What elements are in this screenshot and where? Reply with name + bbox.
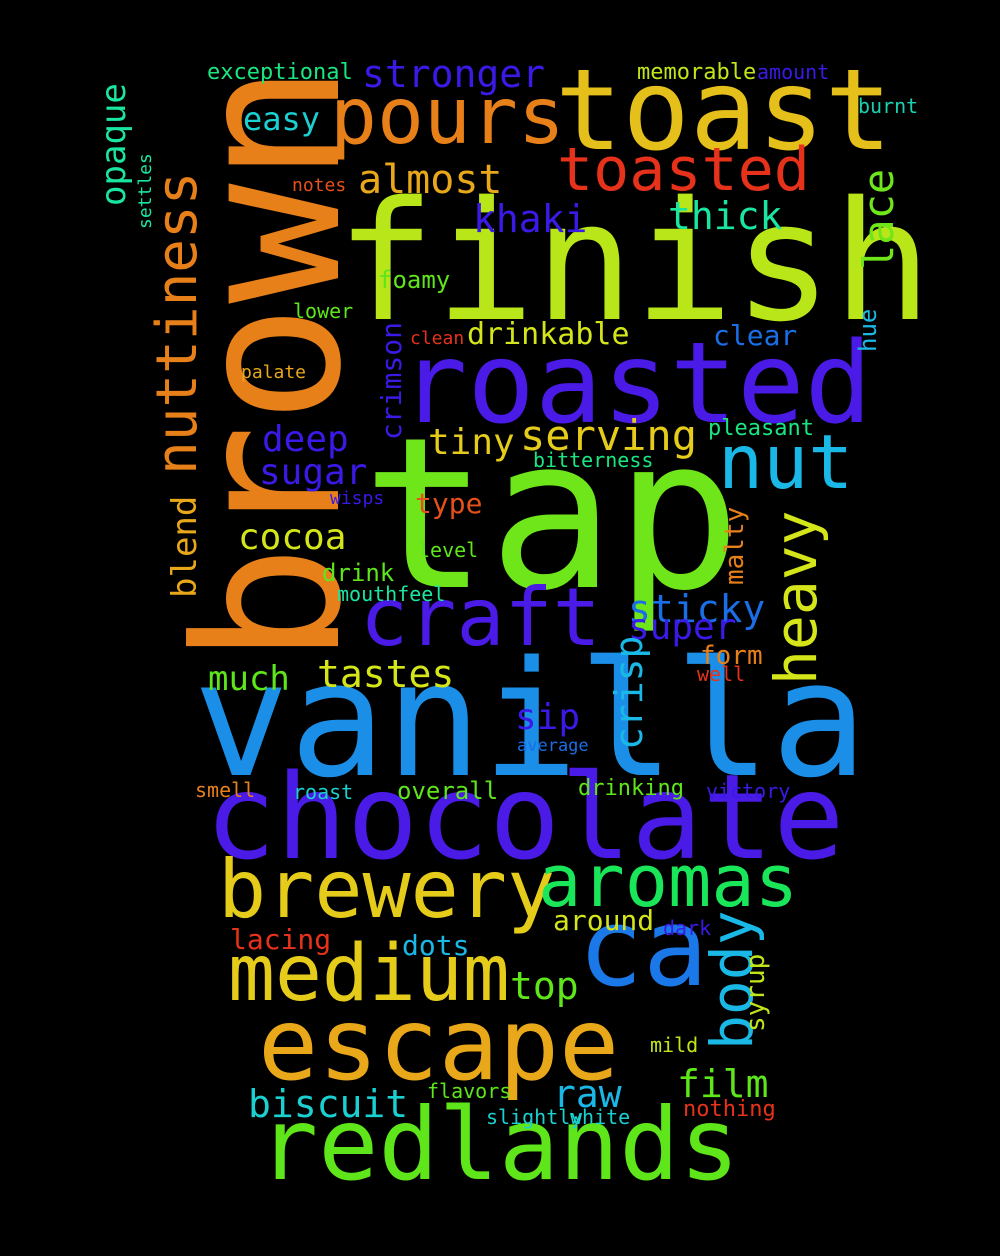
cloud-word-almost: almost [358,157,503,203]
cloud-word-raw: raw [553,1072,622,1116]
cloud-word-toast: toast [555,46,893,176]
cloud-word-deep: deep [262,419,349,460]
cloud-word-aromas: aromas [538,839,799,923]
cloud-word-level: level [418,538,479,562]
cloud-word-finish: finish [336,166,933,358]
cloud-word-crisp: crisp [607,635,651,750]
cloud-word-sugar: sugar [259,452,368,493]
cloud-word-mouthfeel: mouthfeel [337,582,446,606]
cloud-word-flavors: flavors [427,1079,512,1103]
cloud-word-form: form [700,641,763,671]
cloud-word-serving: serving [520,411,698,460]
cloud-word-nuttiness: nuttiness [145,171,210,475]
cloud-word-clear: clear [713,319,798,352]
cloud-word-malty: malty [720,506,750,585]
cloud-word-stronger: stronger [362,52,546,96]
cloud-word-syrup: syrup [741,953,771,1032]
cloud-word-overall: overall [397,777,499,805]
cloud-word-easy: easy [243,100,321,138]
cloud-word-ca: ca [578,886,709,1011]
cloud-word-nothing: nothing [683,1097,776,1122]
cloud-word-tap: tap [362,392,742,637]
cloud-word-mild: mild [650,1033,699,1057]
cloud-word-dots: dots [402,929,470,962]
cloud-word-chocolate: chocolate [205,748,845,886]
cloud-word-opaque: opaque [94,83,134,206]
cloud-word-cocoa: cocoa [238,517,347,558]
cloud-word-pleasant: pleasant [708,416,814,441]
cloud-word-type: type [415,487,483,520]
cloud-word-redlands: redlands [258,1086,740,1203]
cloud-word-exceptional: exceptional [207,60,353,85]
cloud-word-blend: blend [165,495,205,598]
cloud-word-lower: lower [293,299,354,323]
cloud-word-brewery: brewery [218,843,556,936]
cloud-word-top: top [510,964,579,1008]
cloud-word-well: well [697,662,746,686]
cloud-word-bitterness: bitterness [533,448,654,472]
cloud-word-heavy: heavy [762,510,830,685]
cloud-word-around: around [553,904,655,937]
cloud-word-tastes: tastes [317,652,455,696]
cloud-word-much: much [208,659,290,699]
cloud-word-wisps: wisps [330,488,385,509]
cloud-word-film: film [677,1062,769,1106]
cloud-word-tiny: tiny [428,422,515,463]
cloud-word-lacing: lacing [230,923,332,956]
cloud-word-burnt: burnt [858,94,919,118]
cloud-word-drink: drink [322,559,395,587]
cloud-word-notes: notes [292,175,347,196]
cloud-word-medium: medium [228,929,510,1019]
cloud-word-slightly: slightly [486,1105,583,1129]
cloud-word-nut: nut [718,418,854,506]
cloud-word-thick: thick [668,194,783,238]
cloud-word-khaki: khaki [473,197,588,241]
cloud-word-settles: settles [135,153,156,229]
cloud-word-drinking: drinking [578,776,684,801]
cloud-word-victory: victory [706,779,791,803]
cloud-word-white: white [570,1105,631,1129]
cloud-word-roasted: roasted [400,319,873,449]
cloud-word-pours: pours [330,72,565,162]
cloud-word-sip: sip [515,697,581,738]
cloud-word-roast: roast [293,780,354,804]
cloud-word-toasted: toasted [557,135,810,205]
cloud-word-biscuit: biscuit [248,1082,409,1126]
cloud-word-escape: escape [258,986,620,1103]
cloud-word-sticky: sticky [628,587,766,631]
cloud-word-vanilla: vanilla [193,626,868,813]
cloud-word-lace: lace [854,168,903,270]
cloud-word-super: super [628,607,737,648]
cloud-word-dark: dark [663,916,712,940]
cloud-word-clean: clean [410,328,465,349]
cloud-word-palate: palate [241,362,307,383]
cloud-word-memorable: memorable [637,60,757,85]
cloud-word-crimson: crimson [375,321,408,440]
cloud-word-smell: smell [195,778,256,802]
cloud-word-average: average [517,736,589,756]
cloud-word-craft: craft [360,571,601,664]
cloud-word-drinkable: drinkable [467,317,630,352]
cloud-word-foamy: foamy [378,266,451,294]
cloud-word-amount: amount [757,60,830,84]
cloud-word-hue: hue [854,308,882,352]
